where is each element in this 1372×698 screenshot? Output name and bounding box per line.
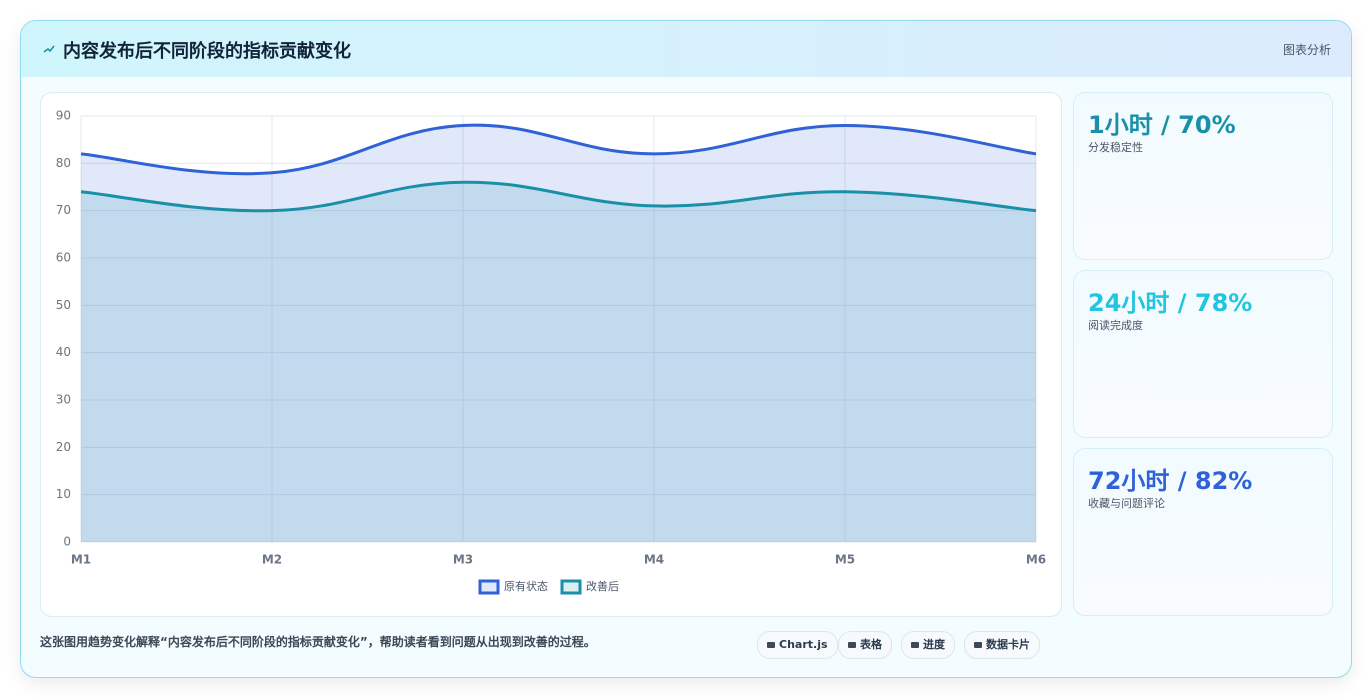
tag[interactable]: 进度 [901, 631, 955, 659]
stat-card: 72小时 / 82% 收藏与问题评论 [1073, 448, 1333, 616]
title: 内容发布后不同阶段的指标贡献变化 [63, 41, 351, 62]
x-tick-label: M1 [71, 553, 91, 567]
tag-label: 表格 [860, 638, 882, 651]
chart-analysis-button[interactable]: 图表分析 [1282, 43, 1331, 57]
stat-value: 72小时 / 82% [1088, 467, 1253, 495]
stat-value: 1小时 / 70% [1088, 111, 1236, 139]
y-tick-label: 90 [56, 109, 71, 123]
legend-label: 原有状态 [504, 579, 548, 593]
x-tick-label: M3 [453, 553, 473, 567]
dashboard-card: 内容发布后不同阶段的指标贡献变化 图表分析 0 10 20 30 40 50 60 70 80 9… [20, 20, 1352, 678]
stat-value: 24小时 / 78% [1088, 289, 1253, 317]
stat-card: 1小时 / 70% 分发稳定性 [1073, 92, 1333, 260]
x-tick-label: M5 [835, 553, 855, 567]
tag-label: 进度 [923, 638, 945, 651]
tag-label: 数据卡片 [986, 638, 1030, 651]
header-icon [43, 45, 55, 53]
stat-card: 24小时 / 78% 阅读完成度 [1073, 270, 1333, 438]
tag-icon [848, 642, 856, 648]
y-tick-label: 10 [56, 487, 71, 501]
y-tick-label: 70 [56, 203, 71, 217]
y-tick-label: 40 [56, 345, 71, 359]
y-tick-label: 80 [56, 156, 71, 170]
stat-label: 收藏与问题评论 [1088, 497, 1165, 510]
legend-swatch [560, 579, 582, 595]
stat-label: 分发稳定性 [1088, 141, 1143, 154]
footer-text: 这张图用趋势变化解释“内容发布后不同阶段的指标贡献变化”，帮助读者看到问题从出现… [40, 635, 596, 649]
x-tick-label: M2 [262, 553, 282, 567]
tag-icon [911, 642, 919, 648]
y-tick-label: 60 [56, 251, 71, 265]
tag-icon [767, 642, 775, 648]
tag-icon [974, 642, 982, 648]
chart-panel: 0 10 20 30 40 50 60 70 80 90 M1 M2 M3 M4 M5 M6 原有状态 改善后 [40, 92, 1062, 617]
y-tick-label: 50 [56, 298, 71, 312]
area [81, 182, 1036, 542]
header: 内容发布后不同阶段的指标贡献变化 图表分析 [21, 21, 1351, 77]
tag[interactable]: 数据卡片 [964, 631, 1040, 659]
y-tick-label: 20 [56, 440, 71, 454]
legend-swatch [478, 579, 500, 595]
stat-label: 阅读完成度 [1088, 319, 1143, 332]
area [81, 125, 1036, 542]
tag-label: Chart.js [779, 638, 828, 651]
line [80, 123, 1037, 176]
y-tick-label: 30 [56, 393, 71, 407]
tag[interactable]: Chart.js [757, 631, 838, 659]
chart: 0 10 20 30 40 50 60 70 80 90 M1 M2 M3 M4 M5 M6 原有状态 改善后 [56, 109, 1046, 595]
x-tick-label: M4 [644, 553, 664, 567]
legend-label: 改善后 [586, 579, 619, 593]
tag[interactable]: 表格 [838, 631, 892, 659]
x-tick-label: M6 [1026, 553, 1046, 567]
line [80, 180, 1037, 213]
y-tick-label: 0 [63, 535, 71, 549]
